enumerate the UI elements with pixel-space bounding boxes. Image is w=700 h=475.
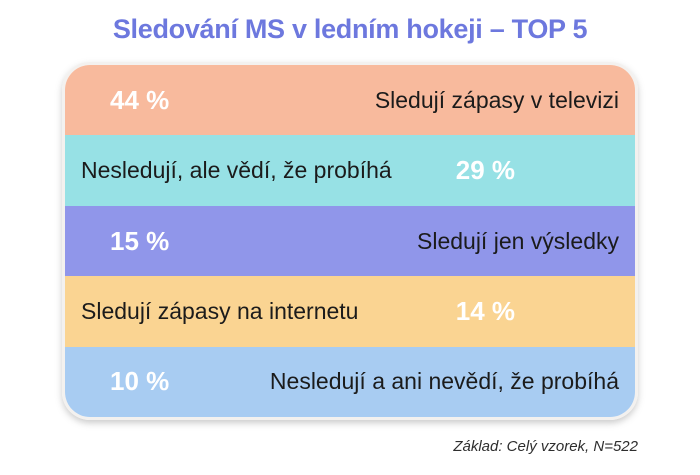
value-label: 29 % [455, 155, 515, 186]
category-label: Nesledují, ale vědí, že probíhá [81, 157, 392, 184]
band-unaware: 10 % Nesledují a ani nevědí, že probíhá [65, 346, 635, 417]
value-label: 10 % [110, 366, 170, 397]
category-label: Sledují zápasy v televizi [374, 86, 619, 113]
band-aware-not-watching: Nesledují, ale vědí, že probíhá 29 % [65, 135, 635, 206]
band-results-only: 15 % Sledují jen výsledky [65, 205, 635, 277]
value-label: 14 % [455, 295, 515, 326]
category-label: Nesledují a ani nevědí, že probíhá [269, 368, 619, 395]
category-label: Sledují zápasy na internetu [81, 297, 359, 324]
value-label: 15 % [110, 225, 170, 256]
chart-bands: 44 % Sledují zápasy v televizi Nesledují… [62, 62, 638, 420]
base-note: Základ: Celý vzorek, N=522 [453, 438, 638, 455]
band-watch-tv: 44 % Sledují zápasy v televizi [65, 65, 635, 136]
chart-title: Sledování MS v ledním hokeji – TOP 5 [112, 14, 588, 44]
band-watch-internet: Sledují zápasy na internetu 14 % [65, 276, 635, 347]
value-label: 44 % [110, 84, 170, 115]
category-label: Sledují jen výsledky [417, 227, 619, 254]
